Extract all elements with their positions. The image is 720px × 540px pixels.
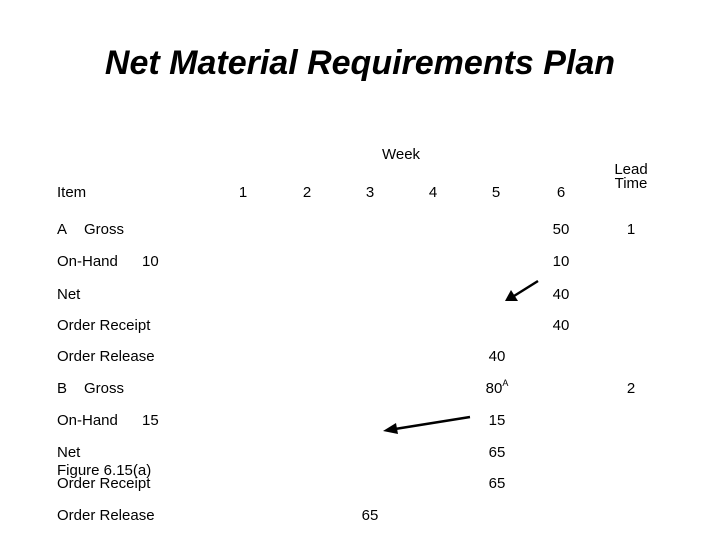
item-b-onhand-label: On-Hand <box>57 412 118 429</box>
arrow-a-shaft <box>513 279 539 298</box>
item-a-order-release-wk5: 40 <box>488 348 506 365</box>
lead-time-header: Lead Time <box>614 161 648 192</box>
week-3-header: 3 <box>365 184 375 201</box>
item-header: Item <box>57 184 87 201</box>
item-a-gross-wk6: 50 <box>552 221 570 238</box>
arrow-a-head <box>505 290 518 301</box>
item-a-lead-time: 1 <box>626 221 636 238</box>
item-a-name: A <box>57 221 68 238</box>
item-b-order-release-wk3: 65 <box>361 507 379 524</box>
week-header: Week <box>381 146 421 163</box>
week-2-header: 2 <box>302 184 312 201</box>
item-b-onhand-wk5: 15 <box>488 412 506 429</box>
item-b-lead-time: 2 <box>626 380 636 397</box>
item-b-onhand-value: 15 <box>142 412 159 429</box>
item-b-gross-wk5-superscript: A <box>502 378 509 388</box>
item-b-gross-wk5: 80A <box>485 378 509 397</box>
arrow-b-head <box>383 423 398 434</box>
lead-time-header-line2: Time <box>614 175 648 192</box>
item-b-order-receipt-label: Order Receipt <box>57 475 151 492</box>
item-a-onhand-label: On-Hand <box>57 253 118 270</box>
week-5-header: 5 <box>491 184 501 201</box>
item-b-gross-label: Gross <box>84 380 125 397</box>
item-a-onhand-value: 10 <box>142 253 159 270</box>
item-a-order-receipt-label: Order Receipt <box>57 317 151 334</box>
item-a-net-wk6: 40 <box>552 286 570 303</box>
item-a-onhand-wk6: 10 <box>552 253 570 270</box>
item-b-gross-wk5-value: 80 <box>485 380 503 397</box>
arrow-a-net-to-release <box>505 279 539 301</box>
arrow-b-receipt-to-release <box>383 415 471 434</box>
lead-time-header-line1: Lead <box>614 161 648 178</box>
item-a-net-label: Net <box>57 286 81 303</box>
item-b-net-label: Net <box>57 444 81 461</box>
arrow-b-shaft <box>394 415 471 431</box>
figure-caption: Figure 6.15(a) <box>57 462 152 479</box>
item-b-order-receipt-wk5: 65 <box>488 475 506 492</box>
week-1-header: 1 <box>238 184 248 201</box>
slide-title: Net Material Requirements Plan <box>104 44 616 82</box>
item-b-order-release-label: Order Release <box>57 507 155 524</box>
item-b-name: B <box>57 380 68 397</box>
week-4-header: 4 <box>428 184 438 201</box>
item-a-order-release-label: Order Release <box>57 348 155 365</box>
item-b-net-wk5: 65 <box>488 444 506 461</box>
item-a-order-receipt-wk6: 40 <box>552 317 570 334</box>
item-a-gross-label: Gross <box>84 221 125 238</box>
week-6-header: 6 <box>556 184 566 201</box>
